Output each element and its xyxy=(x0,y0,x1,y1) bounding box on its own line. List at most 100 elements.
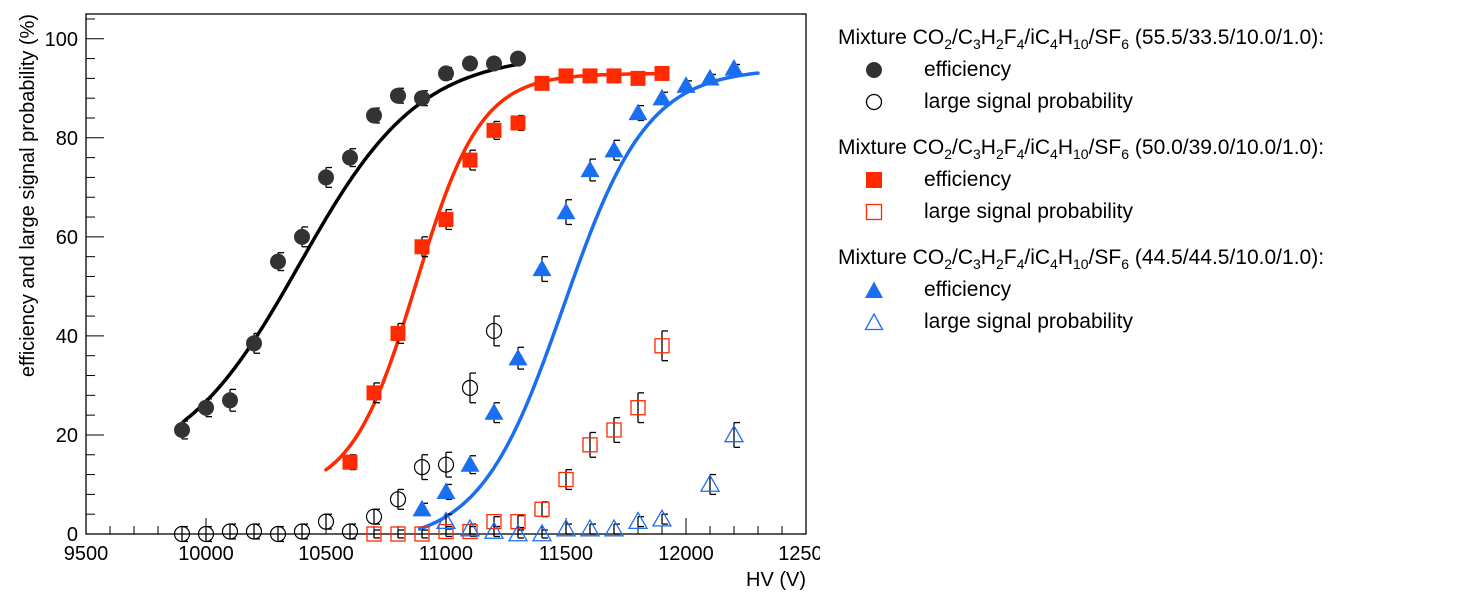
legend-title-2: Mixture CO2/C3H2F4/iC4H10/SF6 (50.0/39.0… xyxy=(838,136,1325,162)
legend-entry-efficiency-2: efficiency xyxy=(838,164,1453,196)
data-point-3-efficiency xyxy=(580,160,600,178)
data-point-1-large xyxy=(413,459,431,476)
legend-entry-efficiency-3: efficiency xyxy=(838,274,1453,306)
filled-triangle-marker-icon xyxy=(865,281,883,298)
legend-label: large signal probability xyxy=(924,310,1133,333)
data-point-3-efficiency xyxy=(676,76,696,93)
fit-curves xyxy=(182,62,760,531)
open-triangle-marker-icon xyxy=(864,312,884,331)
data-point-1-large xyxy=(437,456,455,473)
data-point-2-large xyxy=(558,471,574,488)
data-point-2-efficiency xyxy=(366,385,382,401)
legend-label: large signal probability xyxy=(924,90,1133,113)
y-tick-label: 80 xyxy=(56,128,78,150)
data-point-3-efficiency xyxy=(532,259,552,277)
data-point-3-large xyxy=(507,523,529,542)
data-point-1-large xyxy=(365,508,383,525)
data-point-1-large xyxy=(197,525,215,543)
data-point-3-efficiency xyxy=(484,403,504,420)
legend-group-3: Mixture CO2/C3H2F4/iC4H10/SF6 (44.5/44.5… xyxy=(838,242,1453,338)
data-point-1-large xyxy=(341,523,359,540)
data-point-3-efficiency xyxy=(724,58,744,76)
data-point-2-large xyxy=(606,422,622,438)
data-point-1-large xyxy=(221,523,239,540)
filled-square-marker-icon xyxy=(866,172,882,188)
data-markers xyxy=(173,50,745,543)
data-point-3-efficiency xyxy=(436,482,456,500)
y-tick-label: 60 xyxy=(56,227,78,249)
data-point-3-large xyxy=(627,511,649,530)
fit-curve-3 xyxy=(417,71,760,531)
legend-title-3: Mixture CO2/C3H2F4/iC4H10/SF6 (44.5/44.5… xyxy=(838,246,1325,272)
data-point-2-efficiency xyxy=(654,65,670,81)
x-tick-label: 10500 xyxy=(298,543,354,565)
y-tick-label: 40 xyxy=(56,326,78,348)
data-point-1-efficiency xyxy=(342,149,358,166)
data-point-2-large xyxy=(414,526,430,542)
data-point-2-large xyxy=(582,437,598,453)
legend-entry-efficiency-1: efficiency xyxy=(838,54,1453,86)
data-point-3-efficiency xyxy=(604,140,624,158)
data-point-1-efficiency xyxy=(486,55,502,72)
data-point-1-large xyxy=(173,525,191,543)
y-axis-label: efficiency and large signal probability … xyxy=(17,14,39,377)
data-point-1-large xyxy=(485,322,503,340)
data-point-1-large xyxy=(245,523,263,540)
data-point-1-large xyxy=(317,513,335,530)
error-bars xyxy=(181,53,740,543)
data-point-1-large xyxy=(389,491,407,508)
legend-entry-large-3: large signal probability xyxy=(838,306,1453,338)
data-point-2-efficiency xyxy=(582,68,598,84)
data-point-1-large xyxy=(293,523,311,540)
legend-group-1: Mixture CO2/C3H2F4/iC4H10/SF6 (55.5/33.5… xyxy=(838,22,1453,118)
filled-circle-marker-icon xyxy=(866,62,882,78)
data-point-2-efficiency xyxy=(462,152,478,168)
x-tick-label: 11000 xyxy=(419,543,473,565)
data-point-1-efficiency xyxy=(270,253,286,270)
data-point-1-efficiency xyxy=(438,65,454,82)
legend-label: efficiency xyxy=(924,278,1012,301)
data-point-2-efficiency xyxy=(606,68,622,84)
data-point-3-large xyxy=(435,511,457,530)
legend-label: large signal probability xyxy=(924,200,1133,223)
open-circle-marker-icon xyxy=(865,93,883,111)
data-point-2-efficiency xyxy=(486,122,502,138)
data-point-1-efficiency xyxy=(414,90,430,107)
data-point-2-efficiency xyxy=(438,212,454,228)
data-point-3-efficiency xyxy=(628,103,648,121)
y-tick-label: 100 xyxy=(45,29,78,51)
data-point-3-large xyxy=(651,508,673,527)
x-axis-label: HV (V) xyxy=(746,569,806,591)
data-point-2-large xyxy=(630,400,646,416)
data-point-3-large xyxy=(555,518,577,537)
data-point-3-large xyxy=(603,518,625,537)
x-tick-label: 12000 xyxy=(658,543,714,565)
data-point-3-large xyxy=(579,518,601,537)
data-point-2-large xyxy=(654,338,670,354)
fit-curve-1 xyxy=(182,62,520,423)
data-point-2-large xyxy=(438,523,454,540)
x-tick-label: 10000 xyxy=(178,543,234,565)
data-point-2-efficiency xyxy=(342,454,358,470)
data-point-2-large xyxy=(366,526,382,542)
legend: Mixture CO2/C3H2F4/iC4H10/SF6 (55.5/33.5… xyxy=(838,22,1453,352)
data-point-1-efficiency xyxy=(174,422,190,438)
data-point-3-efficiency xyxy=(700,68,720,86)
data-point-1-efficiency xyxy=(510,50,526,67)
data-point-1-large xyxy=(461,379,479,397)
legend-label: efficiency xyxy=(924,58,1012,81)
data-point-1-efficiency xyxy=(318,169,334,186)
legend-group-2: Mixture CO2/C3H2F4/iC4H10/SF6 (50.0/39.0… xyxy=(838,132,1453,228)
data-point-2-large xyxy=(534,501,550,517)
data-point-1-efficiency xyxy=(462,55,478,72)
y-tick-label: 0 xyxy=(67,524,78,546)
data-point-2-efficiency xyxy=(558,68,574,84)
data-point-1-efficiency xyxy=(198,399,214,416)
open-square-marker-icon xyxy=(865,203,883,221)
data-point-1-large xyxy=(269,525,287,543)
data-point-3-efficiency xyxy=(412,499,432,517)
x-tick-label: 9500 xyxy=(64,543,109,565)
data-point-2-efficiency xyxy=(630,70,646,86)
